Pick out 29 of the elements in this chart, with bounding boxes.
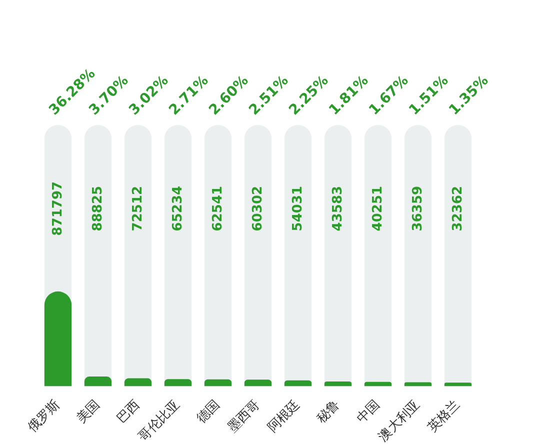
bar [124,378,152,386]
x-tick-label: 美国 [74,396,104,426]
bar [284,380,312,386]
annotation: 43583 [330,186,346,232]
annotation: 36359 [410,186,426,232]
x-tick-label: 中国 [354,397,384,426]
x-tick-label: 德国 [194,397,224,426]
annotation: 88825 [90,186,106,232]
annotation: 54031 [290,186,306,232]
bar [84,376,112,386]
x-tick-label: 墨西哥 [225,397,264,436]
x-tick-label: 阿根廷 [265,397,304,436]
bar [324,381,352,386]
x-tick-label: 俄罗斯 [25,397,64,436]
x-tick-label: 秘鲁 [314,397,344,426]
annotation: 62541 [210,186,226,232]
annotation: 871797 [50,181,66,236]
bar [364,382,392,386]
annotation: 60302 [250,186,266,232]
annotation: 65234 [170,186,186,232]
x-tick-label: 巴西 [114,397,144,426]
x-tick-label: 英格兰 [425,397,464,436]
bar [244,380,272,386]
annotation: 40251 [370,186,386,232]
annotation: 72512 [130,186,146,232]
bar [444,382,472,386]
annotation: 32362 [450,186,466,232]
bar [204,379,232,386]
bar [164,379,192,386]
